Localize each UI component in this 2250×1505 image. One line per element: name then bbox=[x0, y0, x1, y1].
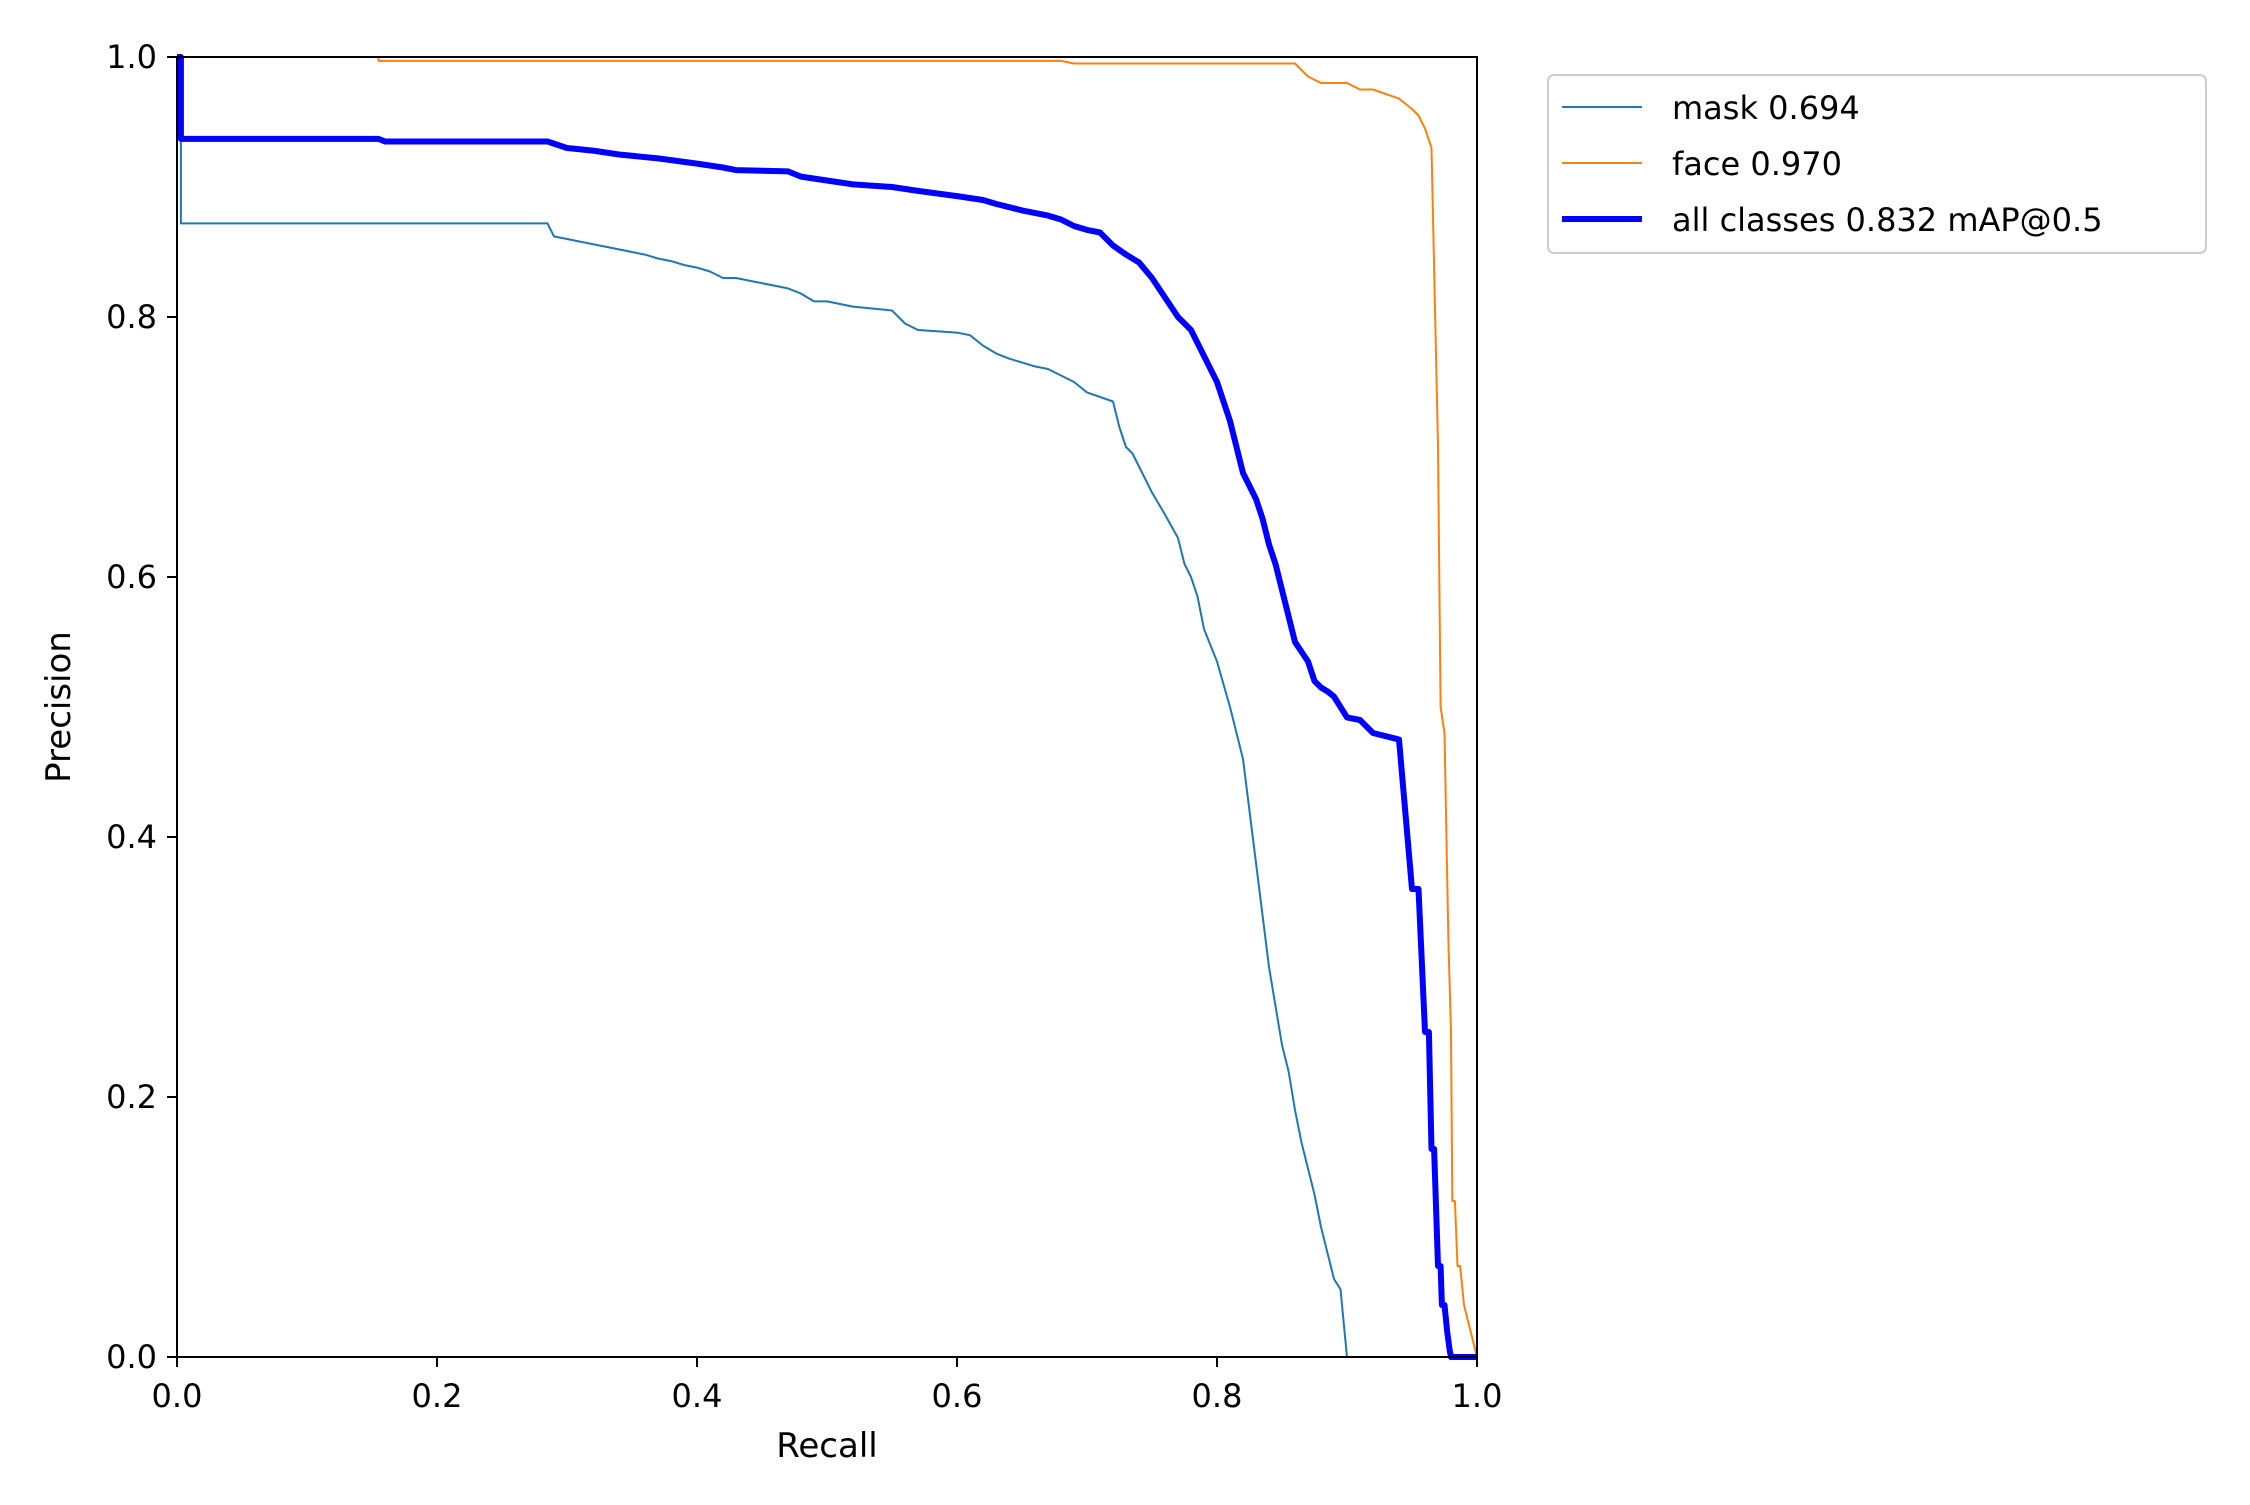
x-tick-label: 0.2 bbox=[412, 1377, 463, 1415]
plot-frame bbox=[176, 56, 1478, 1358]
legend-entry-label: face 0.970 bbox=[1672, 145, 1842, 183]
x-tick-label: 0.8 bbox=[1192, 1377, 1243, 1415]
y-tick-label: 0.6 bbox=[106, 558, 157, 596]
legend-box bbox=[1547, 74, 2207, 254]
x-tick-label: 0.0 bbox=[152, 1377, 203, 1415]
ticks-layer: 0.0 0.2 0.4 0.6 0.8 1.0 0.0 0.2 0.4 0.6 0.8 1.0 bbox=[106, 38, 1502, 1415]
curves-layer bbox=[177, 54, 1478, 1360]
x-tick-label: 0.6 bbox=[932, 1377, 983, 1415]
series-line-mask bbox=[177, 56, 1477, 1358]
y-tick-label: 0.0 bbox=[106, 1338, 157, 1376]
y-axis-label: Precision bbox=[39, 631, 79, 783]
y-tick-label: 0.8 bbox=[106, 298, 157, 336]
legend-entry-label: mask 0.694 bbox=[1672, 89, 1860, 127]
x-tick-label: 0.4 bbox=[672, 1377, 723, 1415]
series-line-face bbox=[177, 56, 1478, 1358]
y-tick-label: 0.4 bbox=[106, 818, 157, 856]
legend: mask 0.694 face 0.970 all classes 0.832 mA… bbox=[1547, 74, 2207, 254]
x-axis-label: Recall bbox=[776, 1426, 877, 1466]
y-tick-label: 1.0 bbox=[106, 38, 157, 76]
legend-entry-label: all classes 0.832 mAP@0.5 bbox=[1672, 201, 2103, 239]
series-line-all-classes bbox=[177, 54, 1477, 1360]
x-tick-label: 1.0 bbox=[1452, 1377, 1503, 1415]
y-tick-label: 0.2 bbox=[106, 1078, 157, 1116]
